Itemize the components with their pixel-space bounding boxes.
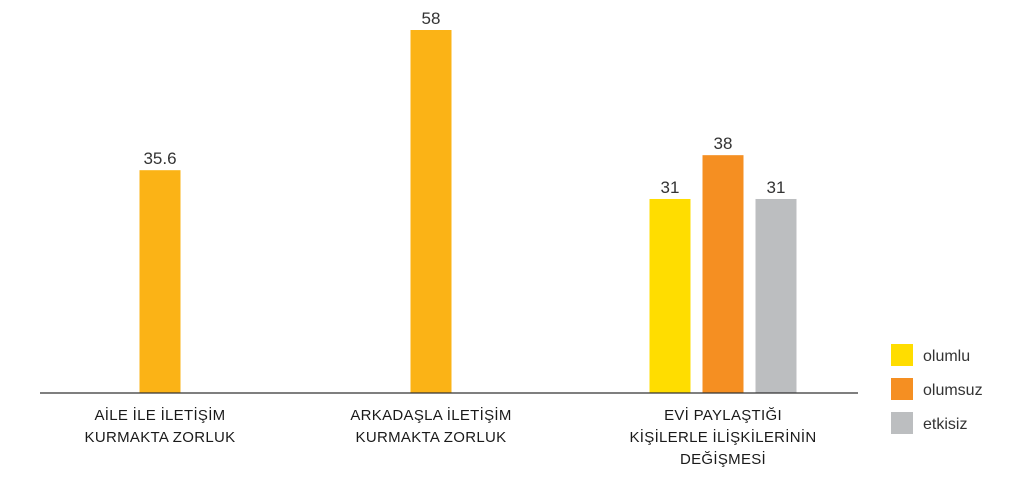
legend-swatch-olumsuz [891, 378, 913, 400]
bar-value-label: 38 [714, 134, 733, 153]
bar-value-label: 58 [422, 9, 441, 28]
category-labels-layer: AİLE İLE İLETİŞİM KURMAKTA ZORLUKARKADAŞL… [85, 406, 817, 468]
category-label-line: DEĞİŞMESİ [680, 450, 766, 468]
legend-swatch-olumlu [891, 344, 913, 366]
category-label-2: EVİ PAYLAŞTIĞI KİŞİLERLE İLİŞKİLERİNİN DEĞ… [630, 406, 817, 468]
category-label-line: KURMAKTA ZORLUK [356, 429, 507, 446]
legend-swatch-etkisiz [891, 412, 913, 434]
legend-label-etkisiz: etkisiz [923, 416, 967, 433]
legend-label-olumsuz: olumsuz [923, 382, 983, 399]
bar-olumsuz [702, 155, 744, 393]
category-label-line: KURMAKTA ZORLUK [85, 429, 236, 446]
bar-value-label: 31 [767, 178, 786, 197]
legend: olumlu olumsuz etkisiz [891, 344, 983, 434]
category-label-line: ARKADAŞLA İLETİŞİM [350, 406, 511, 424]
category-label-line: KİŞİLERLE İLİŞKİLERİNİN [630, 428, 817, 446]
category-label-line: AİLE İLE İLETİŞİM [95, 406, 226, 424]
bar-value-label: 31 [661, 178, 680, 197]
legend-label-olumlu: olumlu [923, 348, 970, 365]
bar-etkisiz [755, 198, 797, 393]
bar-value-label: 35.6 [143, 149, 176, 168]
bars-layer [139, 30, 797, 393]
category-label-0: AİLE İLE İLETİŞİM KURMAKTA ZORLUK [85, 406, 236, 446]
bar-cat0 [139, 170, 181, 393]
category-label-1: ARKADAŞLA İLETİŞİM KURMAKTA ZORLUK [350, 406, 511, 446]
value-labels-layer: 35.6 58 31 38 31 [143, 9, 785, 197]
bar-cat1 [410, 30, 452, 393]
category-label-line: EVİ PAYLAŞTIĞI [664, 406, 782, 424]
bar-olumlu [649, 198, 691, 393]
